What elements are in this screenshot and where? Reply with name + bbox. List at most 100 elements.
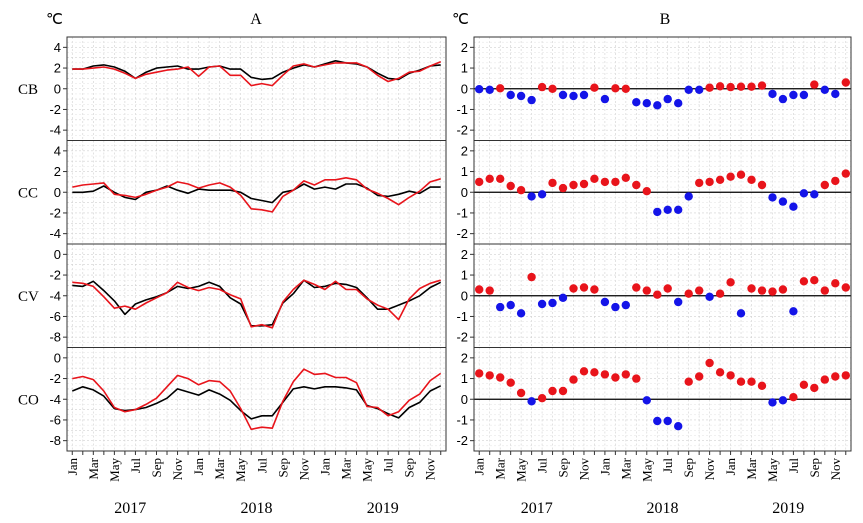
anomaly-point-cv <box>841 283 850 292</box>
x-tick-label: Jan <box>65 458 80 476</box>
y-tick-label: -1 <box>456 102 468 117</box>
y-tick-label: 1 <box>461 61 468 76</box>
anomaly-point-co <box>548 386 557 396</box>
anomaly-point-cc <box>663 205 672 214</box>
anomaly-point-cc <box>558 183 568 193</box>
anomaly-point-cb <box>684 85 693 95</box>
y-tick-label: 4 <box>54 143 61 158</box>
anomaly-point-cb <box>768 89 777 99</box>
panel-a-title: A <box>250 11 262 28</box>
anomaly-point-cc <box>611 177 620 187</box>
x-tick-label: Sep <box>681 458 696 478</box>
anomaly-point-cb <box>537 82 547 92</box>
series-line-cc-red <box>72 177 441 213</box>
y-tick-label: -2 <box>49 371 61 386</box>
anomaly-point-cv <box>632 283 641 292</box>
y-tick-label: 4 <box>54 40 61 55</box>
anomaly-point-co <box>820 375 829 384</box>
anomaly-point-cc <box>569 180 578 190</box>
anomaly-point-cv <box>496 302 505 312</box>
anomaly-point-co <box>684 377 693 386</box>
year-label-2019: 2019 <box>772 500 804 517</box>
anomaly-point-co <box>736 377 746 386</box>
anomaly-point-cv <box>527 272 536 282</box>
anomaly-point-cc <box>778 197 788 206</box>
anomaly-point-cb <box>757 81 767 90</box>
anomaly-point-cc <box>548 178 557 188</box>
anomaly-point-co <box>590 368 599 377</box>
y-tick-label: -4 <box>49 288 61 303</box>
y-tick-label: -1 <box>456 309 468 324</box>
anomaly-point-cb <box>548 84 557 94</box>
anomaly-point-cv <box>621 300 630 310</box>
anomaly-point-cb <box>674 99 683 108</box>
y-tick-label: -1 <box>456 205 468 220</box>
year-label-2017: 2017 <box>521 500 553 517</box>
x-tick-label: May <box>233 458 248 482</box>
y-tick-label: 0 <box>461 81 468 96</box>
anomaly-point-cc <box>810 190 819 199</box>
anomaly-point-cb <box>778 94 788 104</box>
anomaly-point-cv <box>695 286 704 295</box>
panel-b-facet-co: 2 1 0 -1 -2 <box>456 347 852 452</box>
anomaly-point-co <box>705 358 714 368</box>
x-tick-label: Jan <box>317 458 332 476</box>
panel-b-facet-cc: 2 1 0 -1 -2 <box>456 140 852 245</box>
anomaly-point-cc <box>747 175 756 184</box>
anomaly-point-cb <box>621 84 630 94</box>
anomaly-point-cc <box>537 190 547 199</box>
series-line-cv-red <box>72 279 441 329</box>
anomaly-point-cb <box>715 82 725 91</box>
facet-label-co: CO <box>18 392 39 408</box>
y-tick-label: -6 <box>49 309 61 324</box>
panel-a-facet-cb: 4 2 0 -2 -4 CB <box>18 36 447 141</box>
x-tick-label: Nov <box>296 458 311 481</box>
anomaly-point-cb <box>611 84 620 93</box>
y-tick-label: 1 <box>461 268 468 283</box>
x-tick-label: May <box>360 458 375 482</box>
x-tick-label: Sep <box>149 458 164 478</box>
anomaly-point-co <box>579 367 589 376</box>
panel-b-anomaly-scatter: 2 1 0 -1 -2 2 1 0 -1 -2 2 1 0 -1 -2 2 1 0 -1 -2 <box>456 36 852 452</box>
anomaly-point-cc <box>674 205 683 214</box>
anomaly-point-cv <box>611 302 620 312</box>
anomaly-point-co <box>632 374 641 383</box>
x-tick-label: Nov <box>577 458 592 481</box>
x-tick-label: Sep <box>275 458 290 478</box>
series-line-cb-red <box>72 61 441 87</box>
anomaly-point-cv <box>600 297 610 307</box>
y-tick-label: -2 <box>456 330 468 345</box>
x-tick-label: Jan <box>723 458 738 476</box>
x-tick-label: Nov <box>170 458 185 481</box>
anomaly-point-cc <box>695 178 704 188</box>
y-tick-label: 2 <box>54 61 61 76</box>
anomaly-point-cb <box>789 90 798 100</box>
y-tick-label: -4 <box>49 226 61 241</box>
x-tick-label: Mar <box>86 457 101 479</box>
panel-b-unit: ℃ <box>452 12 469 28</box>
y-tick-label: 0 <box>461 185 468 200</box>
anomaly-point-co <box>663 416 672 426</box>
anomaly-point-cb <box>496 84 505 93</box>
x-tick-label: Nov <box>702 458 717 481</box>
y-tick-label: 0 <box>54 350 61 365</box>
anomaly-point-co <box>799 380 809 389</box>
anomaly-point-cb <box>831 89 840 99</box>
y-tick-label: -8 <box>49 433 61 448</box>
anomaly-point-cc <box>516 186 526 195</box>
x-tick-label: Nov <box>828 458 843 481</box>
anomaly-point-cv <box>757 286 767 295</box>
facet-label-cb: CB <box>18 82 38 98</box>
y-tick-label: 2 <box>461 40 468 55</box>
anomaly-point-cc <box>820 180 829 190</box>
anomaly-point-cv <box>789 307 798 316</box>
anomaly-point-cb <box>695 85 704 95</box>
y-tick-label: 0 <box>54 247 61 262</box>
anomaly-point-cv <box>516 309 526 318</box>
x-tick-label: May <box>765 458 780 482</box>
anomaly-point-co <box>475 369 484 378</box>
y-tick-label: -4 <box>49 392 61 407</box>
panel-b-facet-cb: 2 1 0 -1 -2 <box>456 36 852 141</box>
anomaly-point-co <box>527 397 536 406</box>
anomaly-point-cb <box>475 85 484 94</box>
